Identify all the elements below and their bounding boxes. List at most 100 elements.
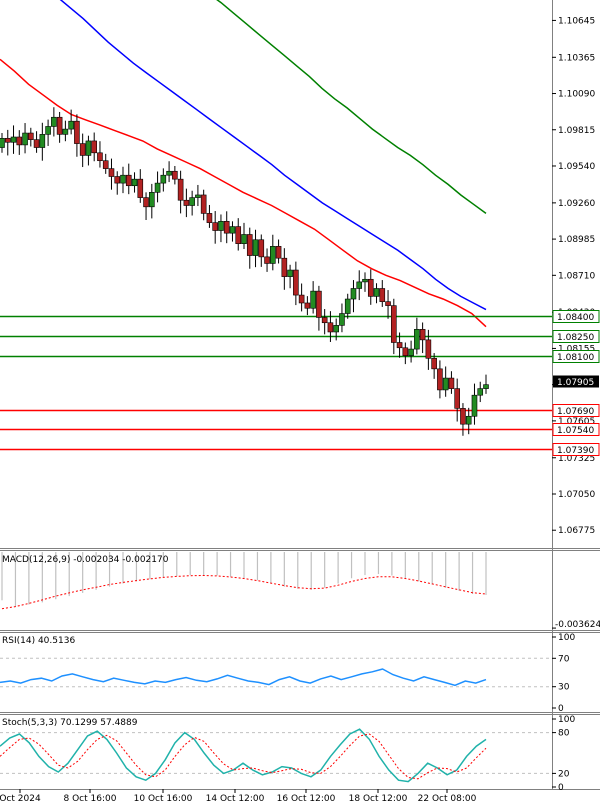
candle-body-36 xyxy=(206,213,213,223)
candle-body-71 xyxy=(408,348,414,356)
candle-body-35 xyxy=(200,194,207,214)
candle-body-32 xyxy=(183,199,190,206)
price-tick-label-2: 1.10090 xyxy=(558,90,595,100)
candle-body-41 xyxy=(235,226,242,245)
ma-slow-line xyxy=(216,0,487,215)
price-level-tags: 1.08400 1.08250 1.08100 1.07690 1.07540 1.073… xyxy=(552,310,600,456)
level-tag-box-0 xyxy=(552,310,600,323)
candle-body-66 xyxy=(379,288,386,302)
price-tick-label-7: 1.08710 xyxy=(558,271,595,281)
candle-body-16 xyxy=(91,140,97,154)
candle-body-77 xyxy=(442,377,449,391)
stoch-label: Stoch(5,3,3) 70.1299 57.4889 xyxy=(2,718,138,728)
candle-body-8 xyxy=(45,126,51,135)
candle-body-55 xyxy=(316,290,322,318)
time-tick-label-5: 18 Oct 12:00 xyxy=(349,794,408,803)
candle-body-7 xyxy=(39,134,46,148)
candle-body-58 xyxy=(333,325,339,333)
time-tick-label-6: 22 Oct 08:00 xyxy=(418,794,477,803)
candle-body-80 xyxy=(460,408,466,425)
candle-body-19 xyxy=(108,168,115,177)
candle-body-84 xyxy=(483,384,489,389)
candle-body-75 xyxy=(431,358,437,370)
candle-body-38 xyxy=(218,221,224,231)
time-tick-label-0: Oct 2024 xyxy=(0,794,41,803)
candle-body-22 xyxy=(125,174,132,187)
candle-body-67 xyxy=(385,301,391,306)
ma-mid-line xyxy=(59,0,487,311)
candle-body-78 xyxy=(448,377,455,389)
candle-body-39 xyxy=(223,221,230,234)
level-tag-box-1 xyxy=(552,330,600,343)
candle-body-45 xyxy=(258,239,265,258)
candle-body-68 xyxy=(391,305,397,343)
candle-body-14 xyxy=(79,143,86,156)
candle-body-82 xyxy=(471,394,478,417)
candle-body-11 xyxy=(62,128,69,135)
time-tick-label-4: 16 Oct 12:00 xyxy=(277,794,336,803)
candle-body-65 xyxy=(373,288,380,297)
moving-averages xyxy=(0,0,487,328)
candle-body-18 xyxy=(102,160,109,169)
candle-body-49 xyxy=(281,257,288,277)
time-axis: Oct 2024 8 Oct 16:00 10 Oct 16:00 14 Oct 12… xyxy=(0,789,477,803)
candle-body-3 xyxy=(16,136,23,146)
current-price-tag-label: 1.07905 xyxy=(557,378,594,388)
candle-body-37 xyxy=(212,222,218,231)
candle-body-15 xyxy=(85,140,92,156)
candle-body-20 xyxy=(114,176,121,184)
time-tick-label-3: 14 Oct 12:00 xyxy=(206,794,265,803)
rsi-tick-label-3: 0 xyxy=(558,704,564,714)
level-tag-box-2 xyxy=(552,350,600,363)
candle-body-76 xyxy=(437,368,443,391)
candle-body-5 xyxy=(28,132,34,140)
candle-body-47 xyxy=(270,246,276,264)
rsi-panel: 100 70 30 0 xyxy=(0,633,575,714)
candle-body-52 xyxy=(298,294,305,304)
candle-body-74 xyxy=(425,339,432,359)
macd-signal-line xyxy=(1,574,487,610)
level-tag-box-4 xyxy=(552,423,600,436)
price-tick-label-4: 1.09540 xyxy=(558,162,595,172)
level-tag-label-3: 1.07690 xyxy=(557,407,594,417)
candle-body-69 xyxy=(396,342,403,349)
price-tick-label-6: 1.08985 xyxy=(558,235,595,245)
stoch-panel: 100 80 20 0 xyxy=(0,715,575,793)
stoch-tick-label-1: 80 xyxy=(558,729,570,739)
level-tag-box-5 xyxy=(552,443,600,456)
time-tick-label-1: 8 Oct 16:00 xyxy=(64,794,117,803)
candle-body-63 xyxy=(362,278,368,283)
stoch-signal-line xyxy=(0,733,487,780)
candle-body-50 xyxy=(287,269,293,277)
candle-body-29 xyxy=(166,170,172,176)
candle-body-57 xyxy=(327,322,334,333)
candle-body-21 xyxy=(120,174,126,184)
macd-tick-label-0: -0.003624 xyxy=(555,620,600,630)
rsi-tick-label-2: 30 xyxy=(558,683,570,693)
current-price-tag-box xyxy=(553,375,599,388)
candle-body-61 xyxy=(350,288,357,300)
support-resistance-lines xyxy=(0,315,552,451)
candlesticks xyxy=(0,107,489,436)
candle-body-17 xyxy=(97,152,103,162)
level-tag-label-1: 1.08250 xyxy=(557,333,594,343)
price-tick-label-14: 1.06775 xyxy=(558,526,595,536)
level-tag-label-5: 1.07390 xyxy=(557,446,594,456)
candle-body-28 xyxy=(160,174,167,184)
price-tick-label-3: 1.09815 xyxy=(558,126,595,136)
candle-body-83 xyxy=(477,388,484,396)
candle-body-43 xyxy=(246,234,253,256)
macd-label: MACD(12,26,9) -0.002034 -0.002170 xyxy=(2,555,169,565)
candle-body-6 xyxy=(33,139,40,148)
level-tag-label-4: 1.07540 xyxy=(557,426,594,436)
candle-body-26 xyxy=(149,192,155,208)
candle-body-48 xyxy=(275,246,282,259)
rsi-label: RSI(14) 40.5136 xyxy=(2,636,75,646)
candle-body-9 xyxy=(51,116,57,127)
rsi-tick-label-1: 70 xyxy=(558,654,570,664)
level-tag-label-0: 1.08400 xyxy=(557,313,594,323)
level-tag-box-3 xyxy=(552,404,600,417)
candle-body-70 xyxy=(402,347,409,356)
candle-body-13 xyxy=(74,120,80,144)
